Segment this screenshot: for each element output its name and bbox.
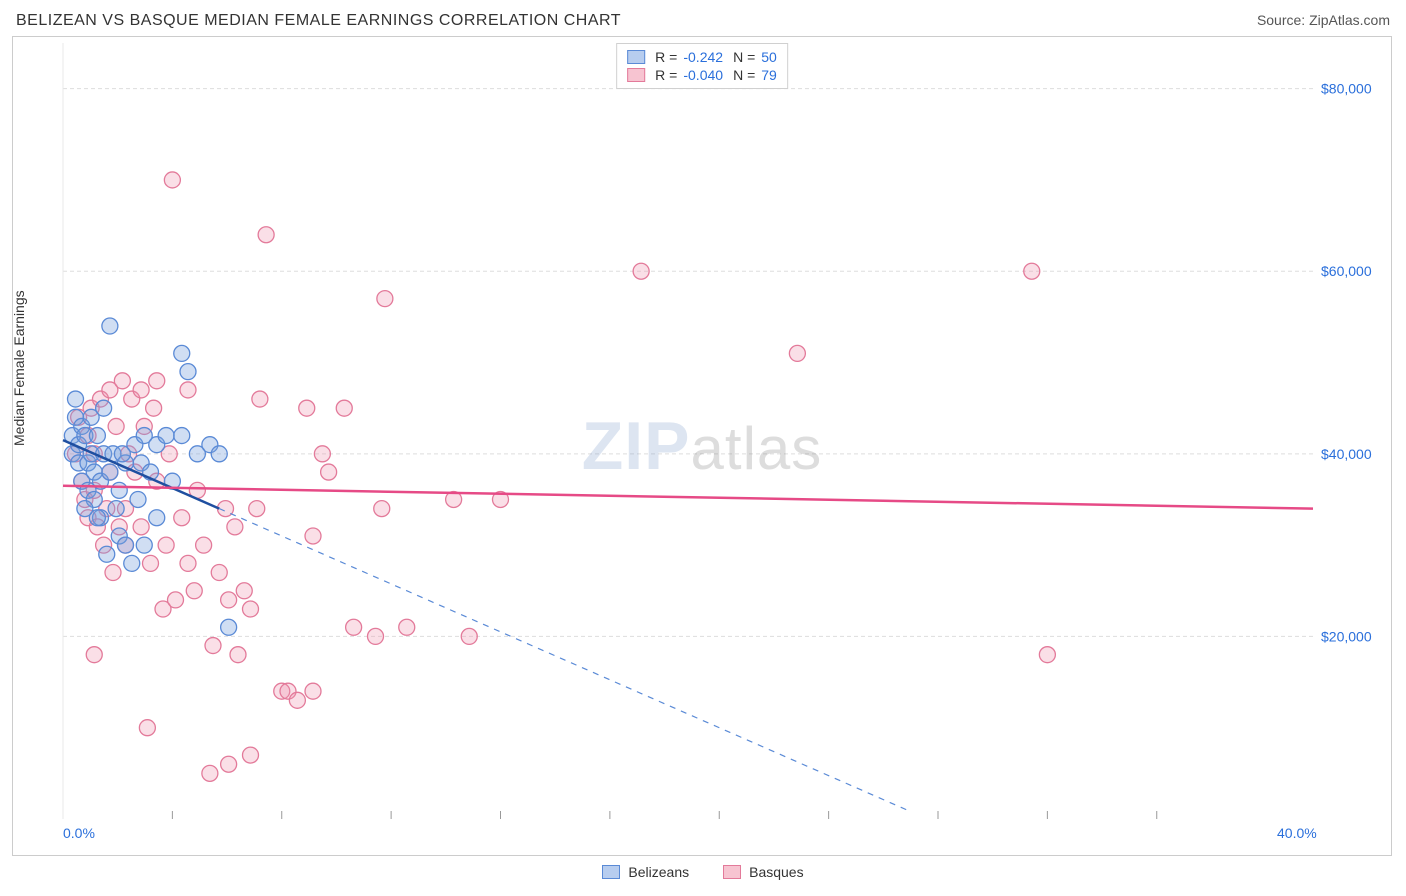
source-name: ZipAtlas.com bbox=[1309, 12, 1390, 28]
legend-stats-row-1: R =-0.040 N =79 bbox=[627, 66, 777, 84]
chart-title: BELIZEAN VS BASQUE MEDIAN FEMALE EARNING… bbox=[16, 12, 621, 30]
legend-label-basques: Basques bbox=[749, 864, 803, 880]
svg-text:$80,000: $80,000 bbox=[1321, 81, 1372, 97]
legend-r-0: R =-0.242 bbox=[655, 49, 723, 65]
legend-stats-row-0: R =-0.242 N =50 bbox=[627, 48, 777, 66]
legend-series: Belizeans Basques bbox=[12, 856, 1394, 884]
source-label: Source: ZipAtlas.com bbox=[1257, 12, 1390, 28]
legend-swatch-basques bbox=[627, 68, 645, 82]
legend-item-basques: Basques bbox=[723, 864, 803, 880]
legend-label-belizeans: Belizeans bbox=[628, 864, 689, 880]
x-axis-label-right: 40.0% bbox=[1277, 825, 1317, 841]
legend-n-1: N =79 bbox=[733, 67, 777, 83]
legend-stats: R =-0.242 N =50 R =-0.040 N =79 bbox=[616, 43, 788, 89]
source-prefix: Source: bbox=[1257, 12, 1309, 28]
legend-swatch-basques-b bbox=[723, 865, 741, 879]
legend-n-0: N =50 bbox=[733, 49, 777, 65]
svg-text:$20,000: $20,000 bbox=[1321, 628, 1372, 644]
x-axis-label-left: 0.0% bbox=[63, 825, 95, 841]
svg-text:$40,000: $40,000 bbox=[1321, 446, 1372, 462]
scatter-plot: $20,000 $40,000 $60,000 $80,000 bbox=[13, 37, 1393, 857]
legend-swatch-belizeans bbox=[627, 50, 645, 64]
chart-container: Median Female Earnings $20,000 $40,000 $60… bbox=[12, 36, 1392, 856]
legend-r-1: R =-0.040 bbox=[655, 67, 723, 83]
legend-item-belizeans: Belizeans bbox=[602, 864, 689, 880]
legend-swatch-belizeans-b bbox=[602, 865, 620, 879]
svg-text:$60,000: $60,000 bbox=[1321, 263, 1372, 279]
y-axis-title: Median Female Earnings bbox=[11, 290, 27, 446]
